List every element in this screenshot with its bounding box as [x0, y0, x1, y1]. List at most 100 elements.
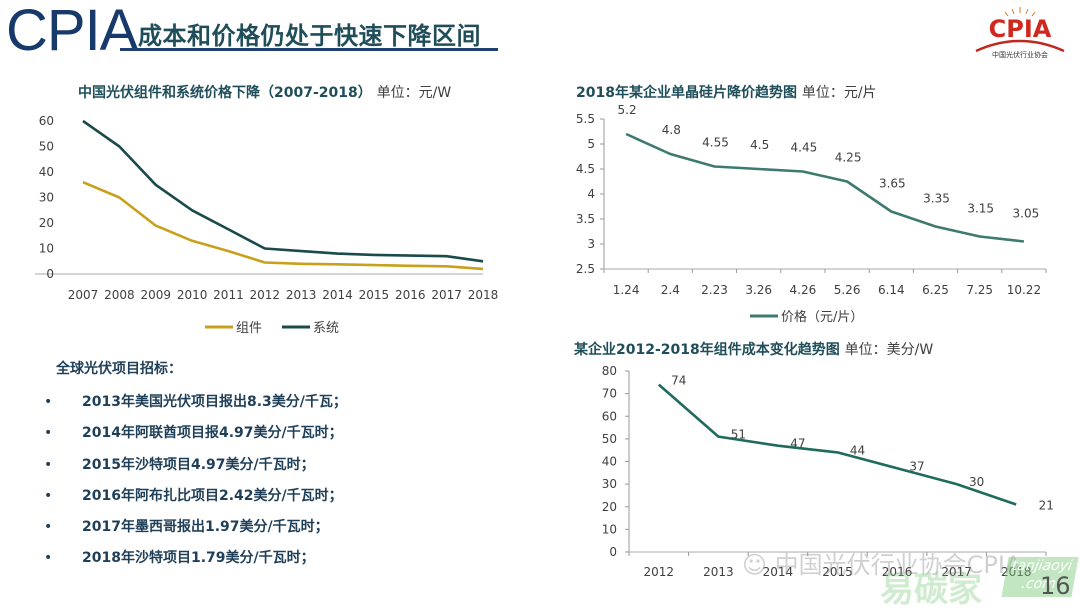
- x-tick-label: 2013: [703, 565, 734, 579]
- y-tick-label: 10: [39, 242, 54, 256]
- data-label: 3.05: [1013, 207, 1040, 221]
- data-label: 3.15: [967, 202, 994, 216]
- bid-item-text: 2017年墨西哥报出1.97美分/千瓦时；: [82, 519, 329, 535]
- slide-title: 成本和价格仍处于快速下降区间: [138, 22, 481, 50]
- data-label: 37: [909, 459, 924, 473]
- y-tick-label: 70: [602, 387, 617, 401]
- x-tick-label: 2016: [395, 288, 426, 302]
- bid-item: • 2018年沙特项目1.79美分/千瓦时；: [44, 547, 315, 567]
- y-tick-label: 30: [602, 477, 617, 491]
- data-label: 3.35: [923, 192, 950, 206]
- chart1-title-text: 中国光伏组件和系统价格下降（2007-2018）: [78, 85, 372, 101]
- y-tick-label: 5: [587, 137, 595, 151]
- bullet: •: [44, 394, 53, 410]
- x-tick-label: 2008: [104, 288, 135, 302]
- x-tick-label: 2.23: [701, 283, 728, 297]
- logo-cpia-text: CPIA: [989, 15, 1052, 43]
- cpia-logo: CPIA 中国光伏行业协会: [970, 5, 1070, 61]
- bid-item: • 2016年阿布扎比项目2.42美分/千瓦时；: [44, 485, 343, 505]
- y-tick-label: 80: [602, 364, 617, 378]
- x-tick-label: 2011: [213, 288, 244, 302]
- chart3-module-cost: 0 10 20 30 40 50 60 70 80 2012 2013 2014 2015 2016 201…: [602, 364, 1054, 579]
- y-tick-label: 30: [39, 191, 54, 205]
- x-tick-label: 2009: [140, 288, 171, 302]
- data-label: 74: [671, 374, 686, 388]
- y-tick-label: 20: [602, 500, 617, 514]
- x-tick-label: 2.4: [661, 283, 680, 297]
- bid-item: • 2017年墨西哥报出1.97美分/千瓦时；: [44, 516, 329, 536]
- y-tick-label: 50: [602, 432, 617, 446]
- chart1-price-decline: 0 10 20 30 40 50 60 2007 2008 2009 2010 2011 2012 201…: [35, 114, 498, 336]
- bullet: •: [44, 550, 53, 566]
- x-tick-label: 7.25: [966, 283, 993, 297]
- x-tick-label: 2016: [882, 565, 913, 579]
- data-label: 3.65: [879, 177, 906, 191]
- data-label: 4.25: [835, 151, 862, 165]
- cpia-logo-graphic: CPIA 中国光伏行业协会: [975, 7, 1065, 59]
- chart2-title-text: 2018年某企业单晶硅片降价趋势图: [576, 85, 797, 101]
- chart2-unit: 单位：元/片: [801, 85, 877, 101]
- bid-item-text: 2013年美国光伏项目报出8.3美分/千瓦；: [82, 394, 347, 410]
- y-tick-label: 40: [39, 165, 54, 179]
- title-underline: [120, 48, 498, 51]
- x-tick-label: 4.26: [790, 283, 817, 297]
- x-tick-label: 6.25: [922, 283, 949, 297]
- chart1-title: 中国光伏组件和系统价格下降（2007-2018） 单位：元/W: [78, 82, 451, 102]
- bid-item-text: 2015年沙特项目4.97美分/千瓦时；: [82, 457, 315, 473]
- x-tick-label: 2014: [763, 565, 794, 579]
- data-label: 21: [1039, 498, 1054, 512]
- bid-item-text: 2018年沙特项目1.79美分/千瓦时；: [82, 550, 315, 566]
- data-label: 5.2: [618, 105, 637, 117]
- bid-item-text: 2014年阿联酋项目报4.97美分/千瓦时；: [82, 425, 343, 441]
- chart2-title: 2018年某企业单晶硅片降价趋势图 单位：元/片: [576, 82, 877, 102]
- legend-label: 系统: [313, 321, 339, 336]
- series-line-组件成本: [657, 383, 1017, 506]
- x-tick-label: 2017: [431, 288, 462, 302]
- y-tick-label: 60: [39, 114, 54, 128]
- series-line-组件: [82, 181, 484, 271]
- chart2-wafer-price: 2.533.544.555.51.24 2.4 2.23 3.26 4.26 5.26 6.…: [576, 105, 1047, 325]
- wechat-icon: ☺: [742, 551, 775, 579]
- y-tick-label: 3.5: [576, 212, 595, 226]
- data-label: 4.5: [750, 138, 769, 152]
- x-tick-label: 1.24: [613, 283, 640, 297]
- data-label: 47: [790, 437, 805, 451]
- brand-logo-text: CPIA: [6, 0, 138, 63]
- bullet: •: [44, 425, 53, 441]
- chart3-unit: 单位：美分/W: [844, 342, 934, 358]
- x-tick-label: 2018: [1001, 565, 1032, 579]
- y-tick-label: 60: [602, 409, 617, 423]
- chart3-title: 某企业2012-2018年组件成本变化趋势图 单位：美分/W: [574, 339, 933, 359]
- sun-rays-icon: [1004, 7, 1036, 17]
- bids-heading: 全球光伏项目招标：: [56, 361, 182, 377]
- x-tick-label: 2012: [644, 565, 675, 579]
- bullet: •: [44, 457, 53, 473]
- bullet: •: [44, 519, 53, 535]
- y-tick-label: 3: [587, 237, 595, 251]
- x-tick-label: 2015: [822, 565, 853, 579]
- watermark-text: 中国光伏行业协会CPIA: [774, 551, 1022, 579]
- x-tick-label: 5.26: [834, 283, 861, 297]
- x-tick-label: 2010: [177, 288, 208, 302]
- bid-item: • 2015年沙特项目4.97美分/千瓦时；: [44, 454, 315, 474]
- data-label: 44: [850, 443, 865, 457]
- series-line-系统: [82, 119, 484, 263]
- y-tick-label: 40: [602, 455, 617, 469]
- y-tick-label: 50: [39, 140, 54, 154]
- x-tick-label: 2007: [68, 288, 99, 302]
- data-label: 4.8: [662, 123, 681, 137]
- chart3-title-text: 某企业2012-2018年组件成本变化趋势图: [574, 342, 840, 358]
- x-tick-label: 2013: [286, 288, 317, 302]
- bid-item-text: 2016年阿布扎比项目2.42美分/千瓦时；: [82, 488, 343, 504]
- site-watermark: 易碳家: [880, 570, 982, 610]
- data-label: 51: [731, 428, 746, 442]
- x-tick-label: 2014: [322, 288, 353, 302]
- series-line-价格（元/片）: [625, 132, 1025, 243]
- y-tick-label: 5.5: [576, 112, 595, 126]
- logo-arc: [975, 39, 1065, 53]
- y-tick-label: 10: [602, 522, 617, 536]
- legend-label: 价格（元/片）: [781, 309, 863, 325]
- logo-subtitle: 中国光伏行业协会: [992, 50, 1048, 59]
- x-tick-label: 10.22: [1007, 283, 1041, 297]
- data-label: 4.45: [791, 141, 818, 155]
